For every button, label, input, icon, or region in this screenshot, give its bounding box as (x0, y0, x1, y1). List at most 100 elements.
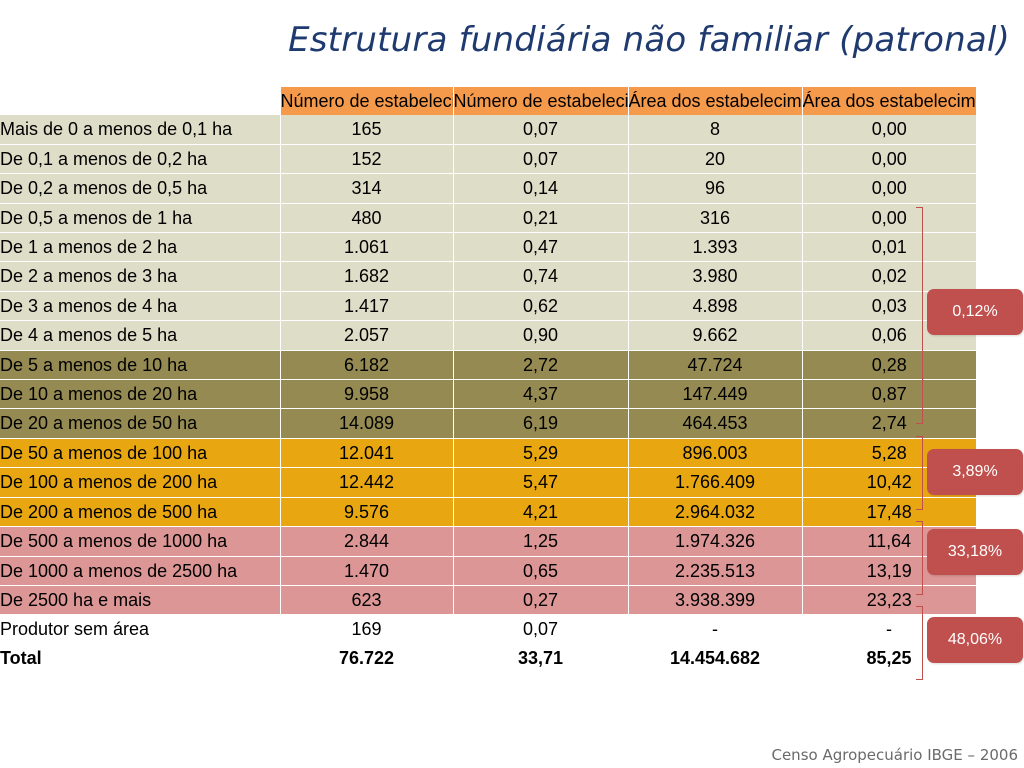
table-row: De 1 a menos de 2 ha 1.061 0,47 1.393 0,01 (0, 232, 976, 263)
table-cell: 0,07 (453, 614, 628, 644)
table-cell: 165 (279, 115, 453, 145)
table-cell: 464.453 (627, 408, 802, 439)
table-cell: 0,07 (452, 115, 628, 145)
table-cell: 23,23 (801, 585, 976, 616)
row-label: Mais de 0 a menos de 0,1 ha (0, 115, 280, 145)
table-cell: 14.454.682 (669, 647, 761, 668)
group-badge: 33,18% (927, 529, 1023, 575)
table-row: De 4 a menos de 5 ha 2.057 0,90 9.662 0,06 (0, 320, 976, 351)
row-label: De 20 a menos de 50 ha (0, 408, 280, 439)
total-row: Total 76.722 33,71 14.454.682 85,25 (0, 644, 976, 672)
table-cell: 0,27 (452, 585, 628, 616)
source-note: Censo Agropecuário IBGE – 2006 (771, 746, 1018, 764)
table-row: Produtor sem área 169 0,07- - (0, 614, 976, 644)
row-label: De 50 a menos de 100 ha (0, 438, 280, 469)
table-row: De 2500 ha e mais 623 0,27 3.938.399 23,23 (0, 585, 976, 616)
table-cell: 0,00 (801, 203, 976, 234)
table-cell: 8 (627, 115, 802, 145)
table-cell: 1.061 (279, 232, 453, 263)
column-header: Número de estabelecimentos agropecuários… (279, 87, 453, 116)
row-label: De 3 a menos de 4 ha (0, 291, 280, 322)
table-cell: 0,62 (452, 291, 628, 322)
column-header: Área dos estabelecimentos agropecuários … (801, 87, 976, 116)
table-cell: 1.393 (627, 232, 802, 263)
table-cell: 96 (627, 173, 802, 204)
table-row: De 0,2 a menos de 0,5 ha 314 0,14 96 0,00 (0, 173, 976, 204)
row-label: De 100 a menos de 200 ha (0, 467, 280, 498)
header-corner (0, 87, 280, 116)
table-cell: 0,28 (801, 350, 976, 381)
table-cell: 0,21 (452, 203, 628, 234)
table-cell: 2.964.032 (627, 497, 802, 528)
row-label: De 0,1 a menos de 0,2 ha (0, 144, 280, 175)
row-label: De 200 a menos de 500 ha (0, 497, 280, 528)
table-cell: 147.449 (627, 379, 802, 410)
table-row: De 50 a menos de 100 ha 12.041 5,29 896.003… (0, 438, 976, 469)
row-label: De 500 a menos de 1000 ha (0, 526, 280, 557)
row-label: De 2500 ha e mais (0, 585, 280, 616)
table-cell: 6.182 (279, 350, 453, 381)
group-bracket-1 (916, 207, 923, 424)
group-bracket-3 (916, 521, 923, 595)
row-label: De 5 a menos de 10 ha (0, 350, 280, 381)
table-cell: 0,74 (452, 261, 628, 292)
table-cell: 85,25 (866, 647, 912, 668)
table-cell: 0,00 (801, 173, 976, 204)
table-cell: 0,01 (801, 232, 976, 263)
table-cell: 1.766.409 (627, 467, 802, 498)
row-label: De 2 a menos de 3 ha (0, 261, 280, 292)
table-cell: 6,19 (452, 408, 628, 439)
table-cell: 76.722 (338, 647, 395, 668)
table-cell: 0,87 (801, 379, 976, 410)
table-cell: 0,07 (452, 144, 628, 175)
table-cell: 0,90 (452, 320, 628, 351)
group-badge: 48,06% (927, 617, 1023, 663)
row-label: De 4 a menos de 5 ha (0, 320, 280, 351)
table-cell: 169 (280, 614, 453, 644)
table-cell: 17,48 (801, 497, 976, 528)
table-cell: 9.576 (279, 497, 453, 528)
table-body: Mais de 0 a menos de 0,1 ha 165 0,07 8 0,00 D… (0, 115, 976, 672)
table-cell: 2,72 (452, 350, 628, 381)
table-cell: 14.089 (279, 408, 453, 439)
table-cell: 1.470 (279, 556, 453, 586)
table-cell: 0,06 (801, 320, 976, 351)
table-cell: 2.235.513 (627, 556, 802, 586)
table-row: Mais de 0 a menos de 0,1 ha 165 0,07 8 0,00 (0, 115, 976, 145)
table-cell: 1,25 (452, 526, 628, 557)
table-row: De 10 a menos de 20 ha 9.958 4,37 147.449 0,… (0, 379, 976, 410)
table-cell: 1.682 (279, 261, 453, 292)
table-row: De 200 a menos de 500 ha 9.576 4,21 2.964.0… (0, 497, 976, 528)
table-cell: 1.974.326 (627, 526, 802, 557)
table-row: De 500 a menos de 1000 ha 2.844 1,25 1.974.… (0, 526, 976, 557)
table-cell: 1.417 (279, 291, 453, 322)
table-cell: 4,21 (452, 497, 628, 528)
row-label: De 0,5 a menos de 1 ha (0, 203, 280, 234)
table-cell: 5,29 (452, 438, 628, 469)
table-cell: 623 (279, 585, 453, 616)
table-cell: 316 (627, 203, 802, 234)
table-cell: 480 (279, 203, 453, 234)
table-cell: 12.442 (279, 467, 453, 498)
table-cell: 0,00 (801, 115, 976, 145)
table-cell: 0,00 (801, 144, 976, 175)
row-label: Total (0, 647, 42, 668)
group-badge: 3,89% (927, 449, 1023, 495)
table-cell: 0,65 (452, 556, 628, 586)
table-cell: 12.041 (279, 438, 453, 469)
table-row: De 0,5 a menos de 1 ha 480 0,21 316 0,00 (0, 203, 976, 234)
row-label: De 1000 a menos de 2500 ha (0, 556, 280, 586)
table-cell: 2.844 (279, 526, 453, 557)
table-row: De 100 a menos de 200 ha 12.442 5,47 1.766.… (0, 467, 976, 498)
table-header-row: Número de estabelecimentos agropecuários… (0, 87, 976, 116)
column-header: Número de estabelecimentos agropecuários… (452, 87, 628, 116)
table-cell: 0,14 (452, 173, 628, 204)
table-cell: 0,47 (452, 232, 628, 263)
group-badge: 0,12% (927, 289, 1023, 335)
table-cell: - (628, 614, 802, 644)
table-row: De 3 a menos de 4 ha 1.417 0,62 4.898 0,03 (0, 291, 976, 322)
table-row: De 20 a menos de 50 ha 14.089 6,19 464.453 2… (0, 408, 976, 439)
table-cell: 33,71 (517, 647, 564, 668)
table-cell: 4.898 (627, 291, 802, 322)
table-cell: 3.938.399 (627, 585, 802, 616)
